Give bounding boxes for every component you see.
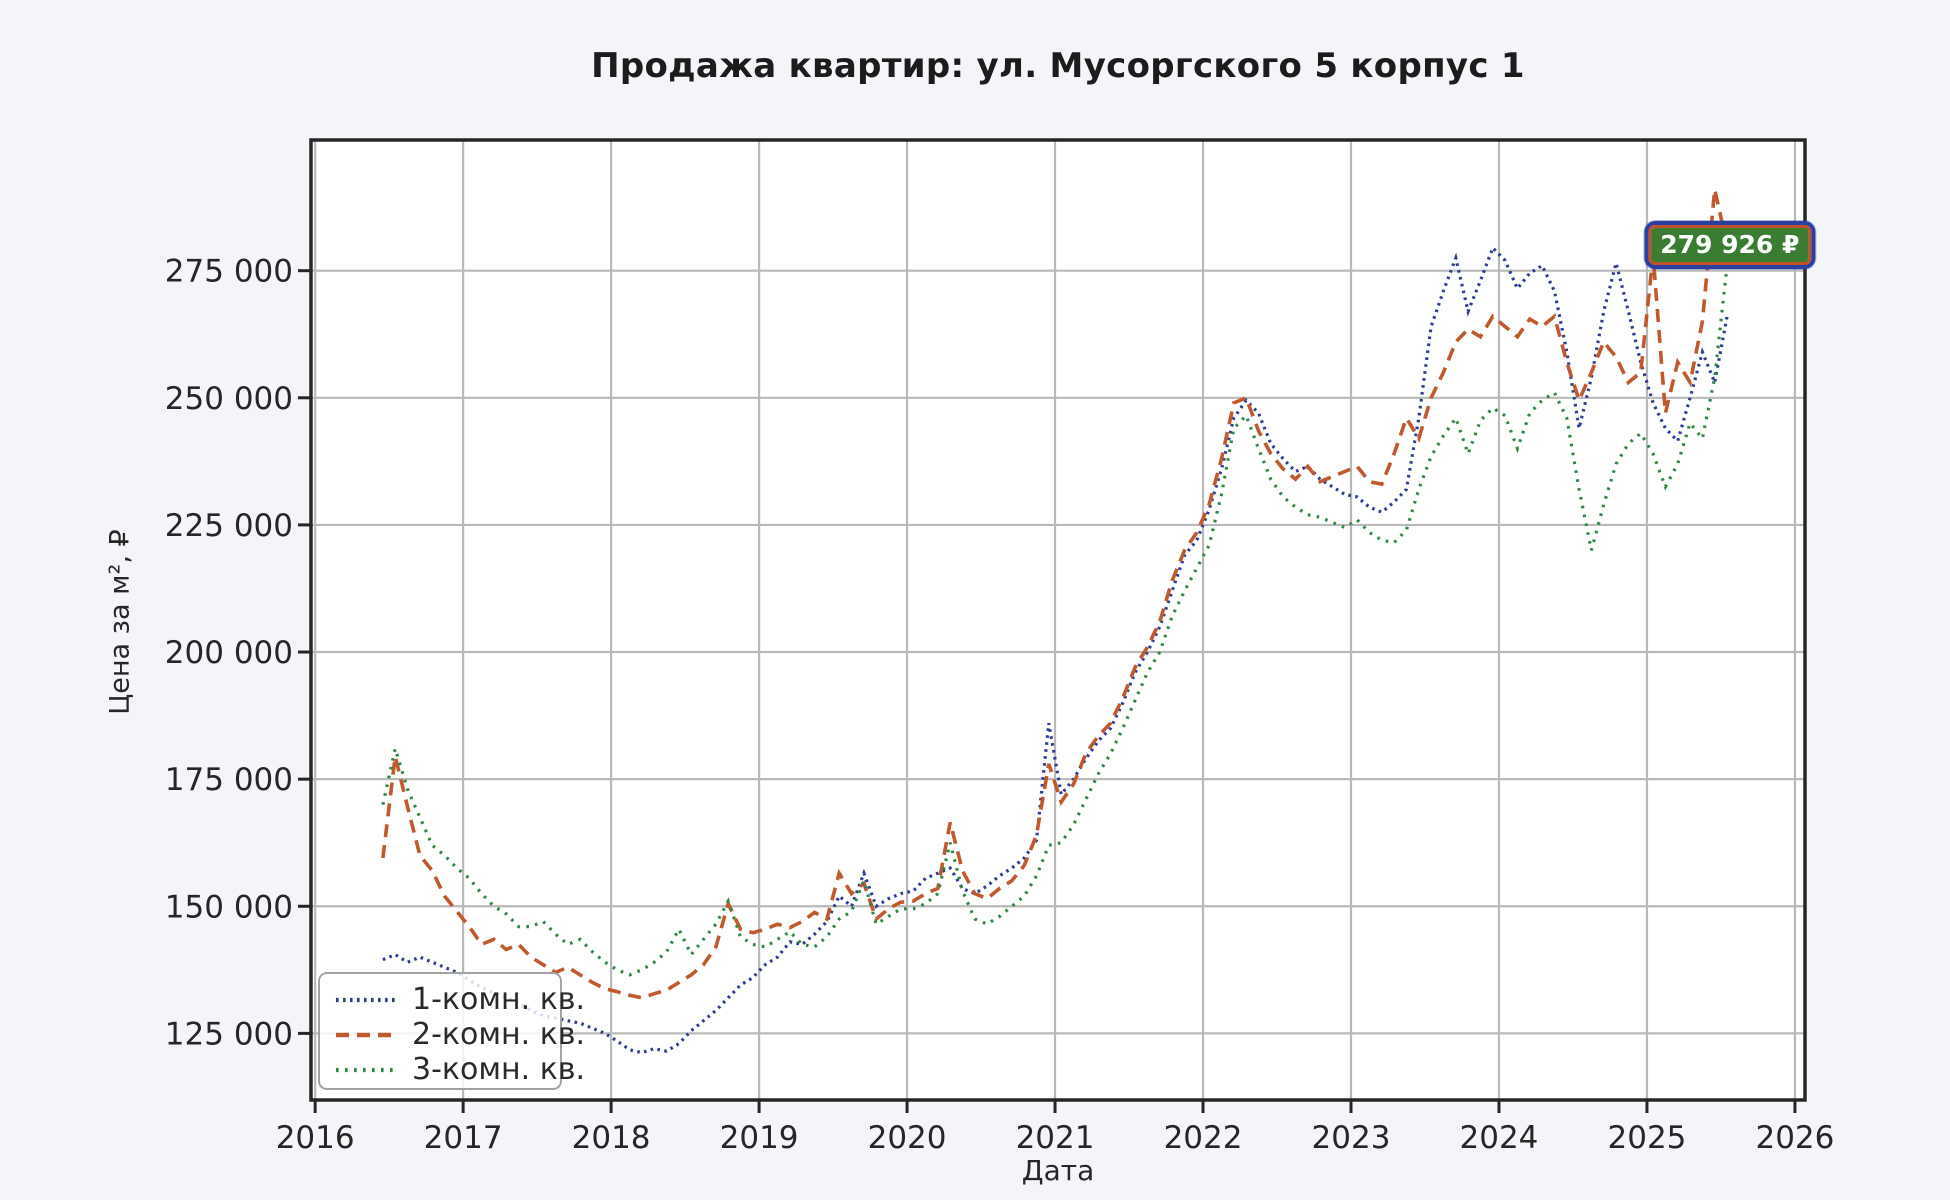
legend-item-1room: 1-комн. кв.	[334, 982, 585, 1017]
series-line-2room	[381, 188, 1729, 1000]
series-line-3room	[381, 265, 1729, 977]
x-tick-label: 2021	[1016, 1120, 1095, 1156]
chart-title: Продажа квартир: ул. Мусоргского 5 корпу…	[591, 46, 1525, 86]
x-axis-label: Дата	[1021, 1154, 1095, 1187]
legend: 1-комн. кв. 2-комн. кв. 3-комн. кв.	[318, 972, 585, 1090]
series-line-1room	[382, 244, 1729, 1055]
x-tick-label: 2018	[572, 1120, 651, 1156]
price-annotation: 279 926 ₽	[1644, 221, 1816, 270]
x-tick-label: 2020	[868, 1120, 947, 1156]
y-tick-label: 275 000	[165, 254, 293, 290]
y-tick-label: 175 000	[165, 762, 293, 798]
price-annotation-frame: 279 926 ₽	[1648, 225, 1812, 266]
price-annotation-text: 279 926 ₽	[1651, 228, 1809, 263]
legend-label-2room: 2-комн. кв.	[412, 1017, 586, 1052]
plot-border	[309, 138, 1807, 1102]
legend-line-sample-2room	[336, 1032, 396, 1037]
x-tick-label: 2025	[1608, 1120, 1687, 1156]
legend-item-2room: 2-комн. кв.	[334, 1017, 585, 1052]
legend-item-3room: 3-комн. кв.	[334, 1052, 585, 1087]
legend-line-sample-1room	[336, 997, 396, 1002]
x-tick-label: 2016	[276, 1120, 355, 1156]
y-tick-label: 125 000	[165, 1016, 293, 1052]
x-tick-label: 2022	[1164, 1120, 1243, 1156]
legend-line-sample-3room	[336, 1067, 396, 1072]
plot-area	[311, 140, 1805, 1100]
y-tick-label: 150 000	[165, 889, 293, 925]
legend-label-1room: 1-комн. кв.	[412, 982, 586, 1017]
y-tick-label: 225 000	[165, 508, 293, 544]
y-tick-label: 200 000	[165, 635, 293, 671]
legend-label-3room: 3-комн. кв.	[412, 1052, 586, 1087]
x-tick-label: 2023	[1312, 1120, 1391, 1156]
x-tick-label: 2026	[1755, 1120, 1834, 1156]
y-tick-label: 250 000	[165, 381, 293, 417]
x-tick-label: 2019	[720, 1120, 799, 1156]
x-tick-label: 2017	[424, 1120, 503, 1156]
y-axis-label: Цена за м², ₽	[104, 529, 136, 715]
x-tick-label: 2024	[1460, 1120, 1539, 1156]
